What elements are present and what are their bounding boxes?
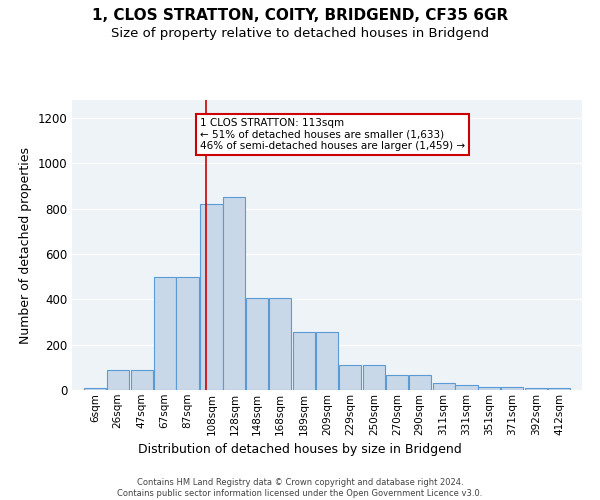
- Bar: [478, 386, 500, 390]
- Bar: [293, 332, 315, 390]
- Bar: [501, 386, 523, 390]
- Bar: [269, 298, 291, 390]
- Bar: [409, 376, 431, 390]
- Bar: [316, 332, 338, 390]
- Bar: [363, 365, 385, 390]
- Y-axis label: Number of detached properties: Number of detached properties: [19, 146, 32, 344]
- Bar: [525, 388, 547, 390]
- Text: Size of property relative to detached houses in Bridgend: Size of property relative to detached ho…: [111, 28, 489, 40]
- Bar: [339, 365, 361, 390]
- Text: Contains HM Land Registry data © Crown copyright and database right 2024.
Contai: Contains HM Land Registry data © Crown c…: [118, 478, 482, 498]
- Bar: [246, 298, 268, 390]
- Bar: [223, 198, 245, 390]
- Text: 1 CLOS STRATTON: 113sqm
← 51% of detached houses are smaller (1,633)
46% of semi: 1 CLOS STRATTON: 113sqm ← 51% of detache…: [200, 118, 465, 152]
- Bar: [386, 376, 408, 390]
- Bar: [200, 204, 223, 390]
- Text: Distribution of detached houses by size in Bridgend: Distribution of detached houses by size …: [138, 442, 462, 456]
- Bar: [131, 370, 153, 390]
- Bar: [154, 276, 176, 390]
- Bar: [455, 386, 478, 390]
- Bar: [176, 276, 199, 390]
- Bar: [84, 388, 106, 390]
- Bar: [433, 383, 455, 390]
- Bar: [107, 370, 129, 390]
- Bar: [548, 388, 570, 390]
- Text: 1, CLOS STRATTON, COITY, BRIDGEND, CF35 6GR: 1, CLOS STRATTON, COITY, BRIDGEND, CF35 …: [92, 8, 508, 22]
